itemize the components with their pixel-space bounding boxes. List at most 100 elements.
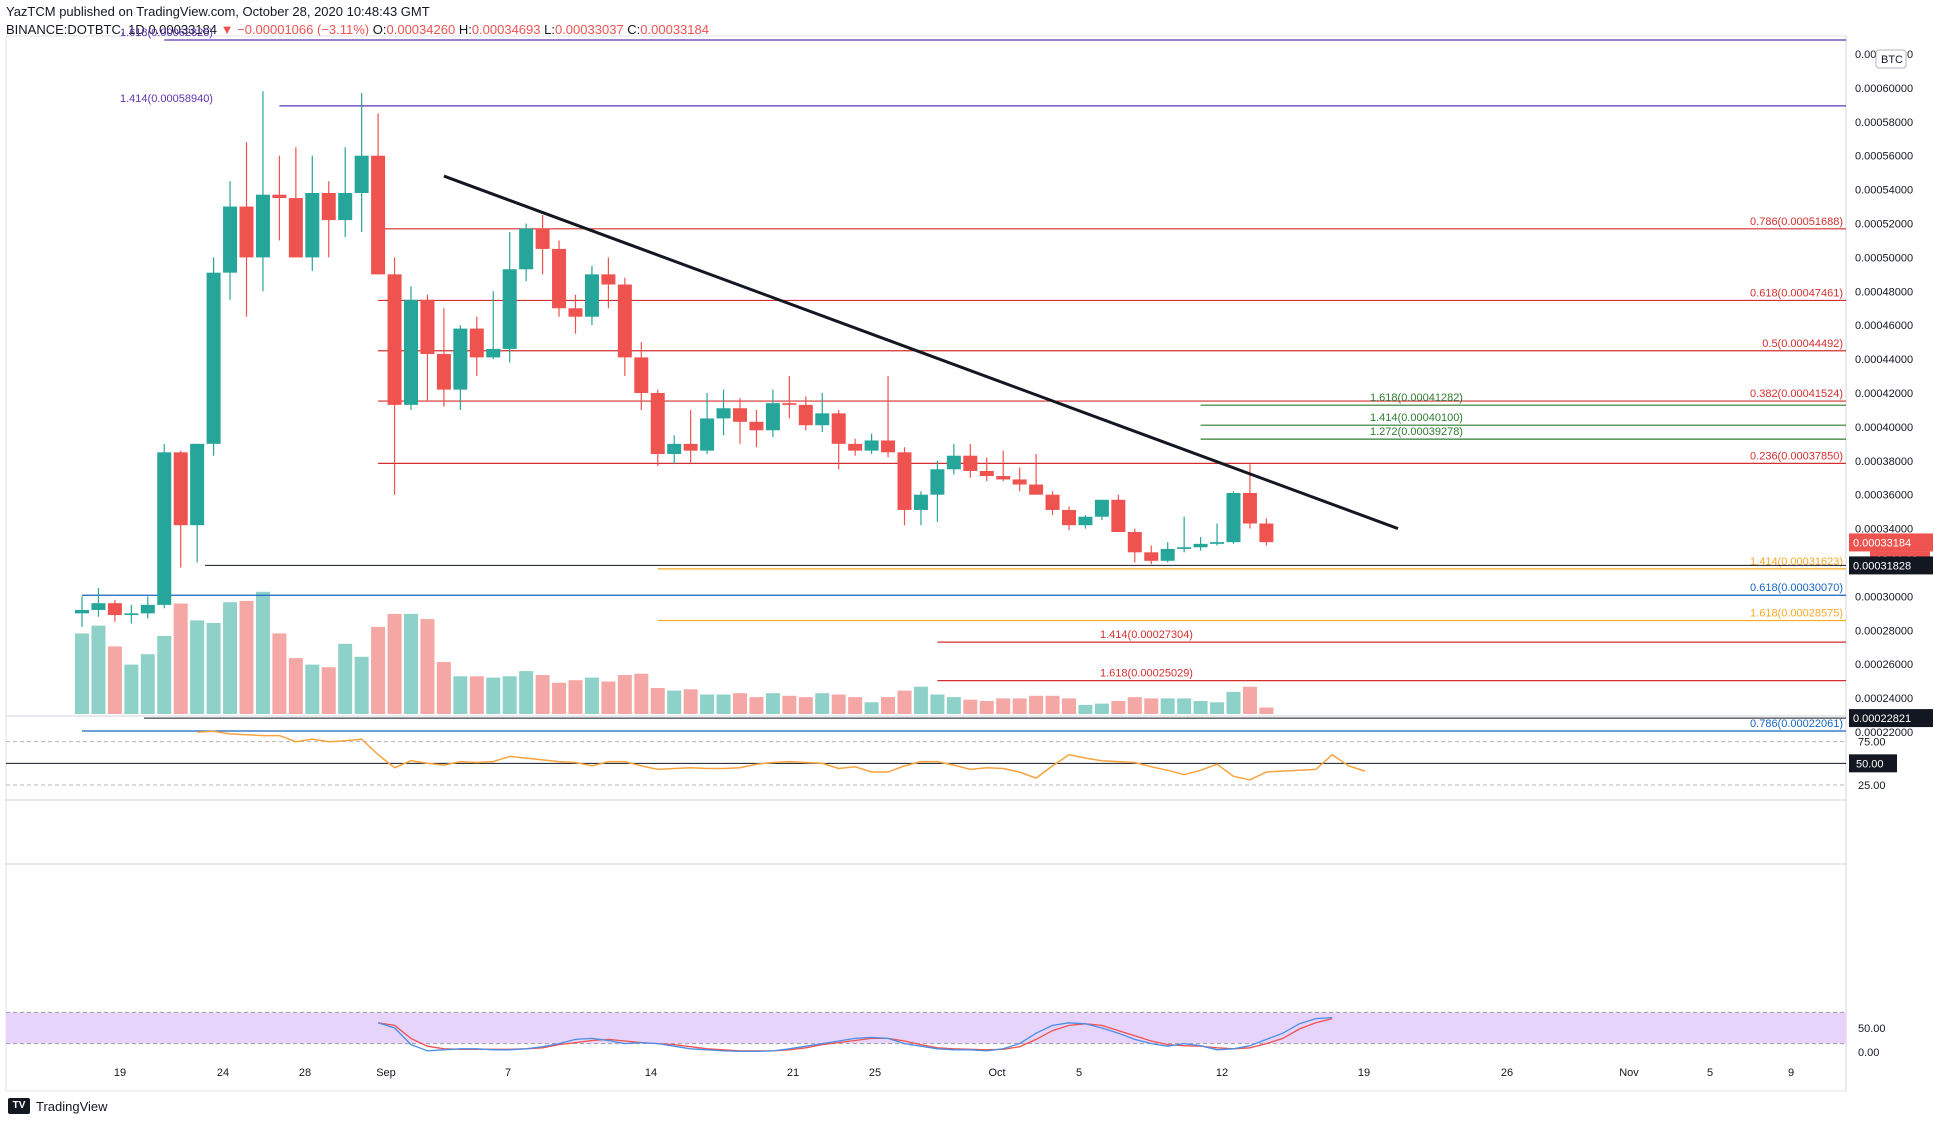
volume-bar [1029,695,1044,714]
volume-bar [239,600,254,714]
candle-body [716,408,731,419]
volume-bar [486,677,501,714]
date-tick-label: 25 [869,1067,881,1079]
volume-bar [420,619,435,714]
candle-body [979,470,994,477]
chart-frame [5,35,1847,1092]
price-tick-label: 0.00036000 [1855,490,1913,502]
volume-bar [848,697,863,714]
ohlc-line: BINANCE:DOTBTC, 1D 0.00033184 ▼ −0.00001… [6,22,709,37]
volume-bar [288,658,303,714]
volume-bar [1144,698,1159,714]
candle-body [1029,484,1044,495]
volume-bar [255,591,270,714]
stoch-band [6,1012,1846,1044]
candle-body [1062,509,1076,526]
volume-bar [979,701,994,714]
date-tick-label: 28 [299,1067,311,1079]
volume-bar [831,694,846,714]
date-tick-label: 21 [787,1067,799,1079]
tradingview-logo: TV TradingView [8,1098,108,1114]
candle-body [420,299,435,355]
volume-bar [1177,698,1192,714]
volume-bar [667,690,682,714]
volume-bar [683,689,698,714]
candle-body [519,228,534,270]
volume-bar [436,662,451,714]
volume-bar [1127,697,1142,714]
candle-body [354,155,369,193]
candle-body [453,328,468,390]
volume-bar [173,603,188,714]
tradingview-icon: TV [8,1098,30,1114]
candle-body [502,269,517,349]
candle-body [255,194,270,258]
candle-body [733,408,747,422]
volume-bar [453,676,468,714]
candle-body [1259,523,1274,543]
low-value: 0.00033037 [554,22,624,37]
candle-body [1045,494,1060,510]
candle-body [765,403,780,431]
volume-bar [864,702,879,714]
volume-bar [1210,702,1225,714]
current-price-marker [1849,533,1933,552]
candle-body [1226,493,1241,543]
candle-body [288,198,303,258]
candle-body [223,206,238,273]
volume-bar [354,656,369,714]
fib-level-label: 0.618(0.00047461) [1750,287,1843,299]
candle-body [848,443,863,451]
price-tick-label: 0.00026000 [1855,659,1913,671]
volume-bar [552,682,567,714]
date-tick-label: Nov [1619,1067,1639,1079]
low-label: L: [544,22,555,37]
date-tick-label: 5 [1707,1067,1713,1079]
price-tick-label: 0.00034000 [1855,524,1913,536]
rsi-level-label: 50.00 [1856,758,1884,770]
price-marker [1849,556,1933,575]
fib-level-label: 1.414(0.00058940) [120,93,213,105]
volume-bar [913,686,928,714]
volume-bar [1226,691,1241,714]
fib-level-label: 0.382(0.00041524) [1750,388,1843,400]
volume-bar [996,698,1011,714]
volume-bar [1094,703,1109,714]
volume-bar [157,636,172,714]
volume-bar [716,694,731,714]
candle-body [1094,499,1109,517]
fib-level-label: 1.414(0.00040100) [1370,412,1463,424]
tradingview-logo-text: TradingView [36,1098,108,1114]
candle-body [815,413,830,426]
candle-body [272,194,287,199]
volume-bar [502,676,517,714]
candle-body [75,609,89,614]
candle-body [963,455,978,471]
candle-body [1078,516,1093,526]
price-marker-label: 0.00022821 [1853,713,1911,725]
price-tick-label: 0.00028000 [1855,625,1913,637]
volume-bar [765,693,780,714]
price-marker-label: 0.00031828 [1853,560,1911,572]
volume-bar [371,626,386,714]
candle-body [305,192,320,258]
candle-body [469,328,484,358]
volume-bar [634,673,649,714]
price-marker [1849,709,1933,728]
candle-body [601,274,616,285]
candle-body [535,228,550,249]
stoch-tick-label: 50.00 [1858,1023,1886,1035]
fib-level-label: 1.618(0.00062826) [120,27,213,39]
candle-body [338,192,353,221]
fib-level-label: 1.414(0.00031623) [1750,556,1843,568]
rsi-level-marker [1849,754,1897,773]
volume-bar [272,633,287,714]
rsi-line [197,730,1366,781]
published-line: YazTCM published on TradingView.com, Oct… [6,4,430,19]
high-value: 0.00034693 [471,22,541,37]
date-tick-label: 7 [505,1067,511,1079]
volume-bar [469,676,484,714]
price-tick-label: 0.00052000 [1855,219,1913,231]
open-value: 0.00034260 [386,22,456,37]
